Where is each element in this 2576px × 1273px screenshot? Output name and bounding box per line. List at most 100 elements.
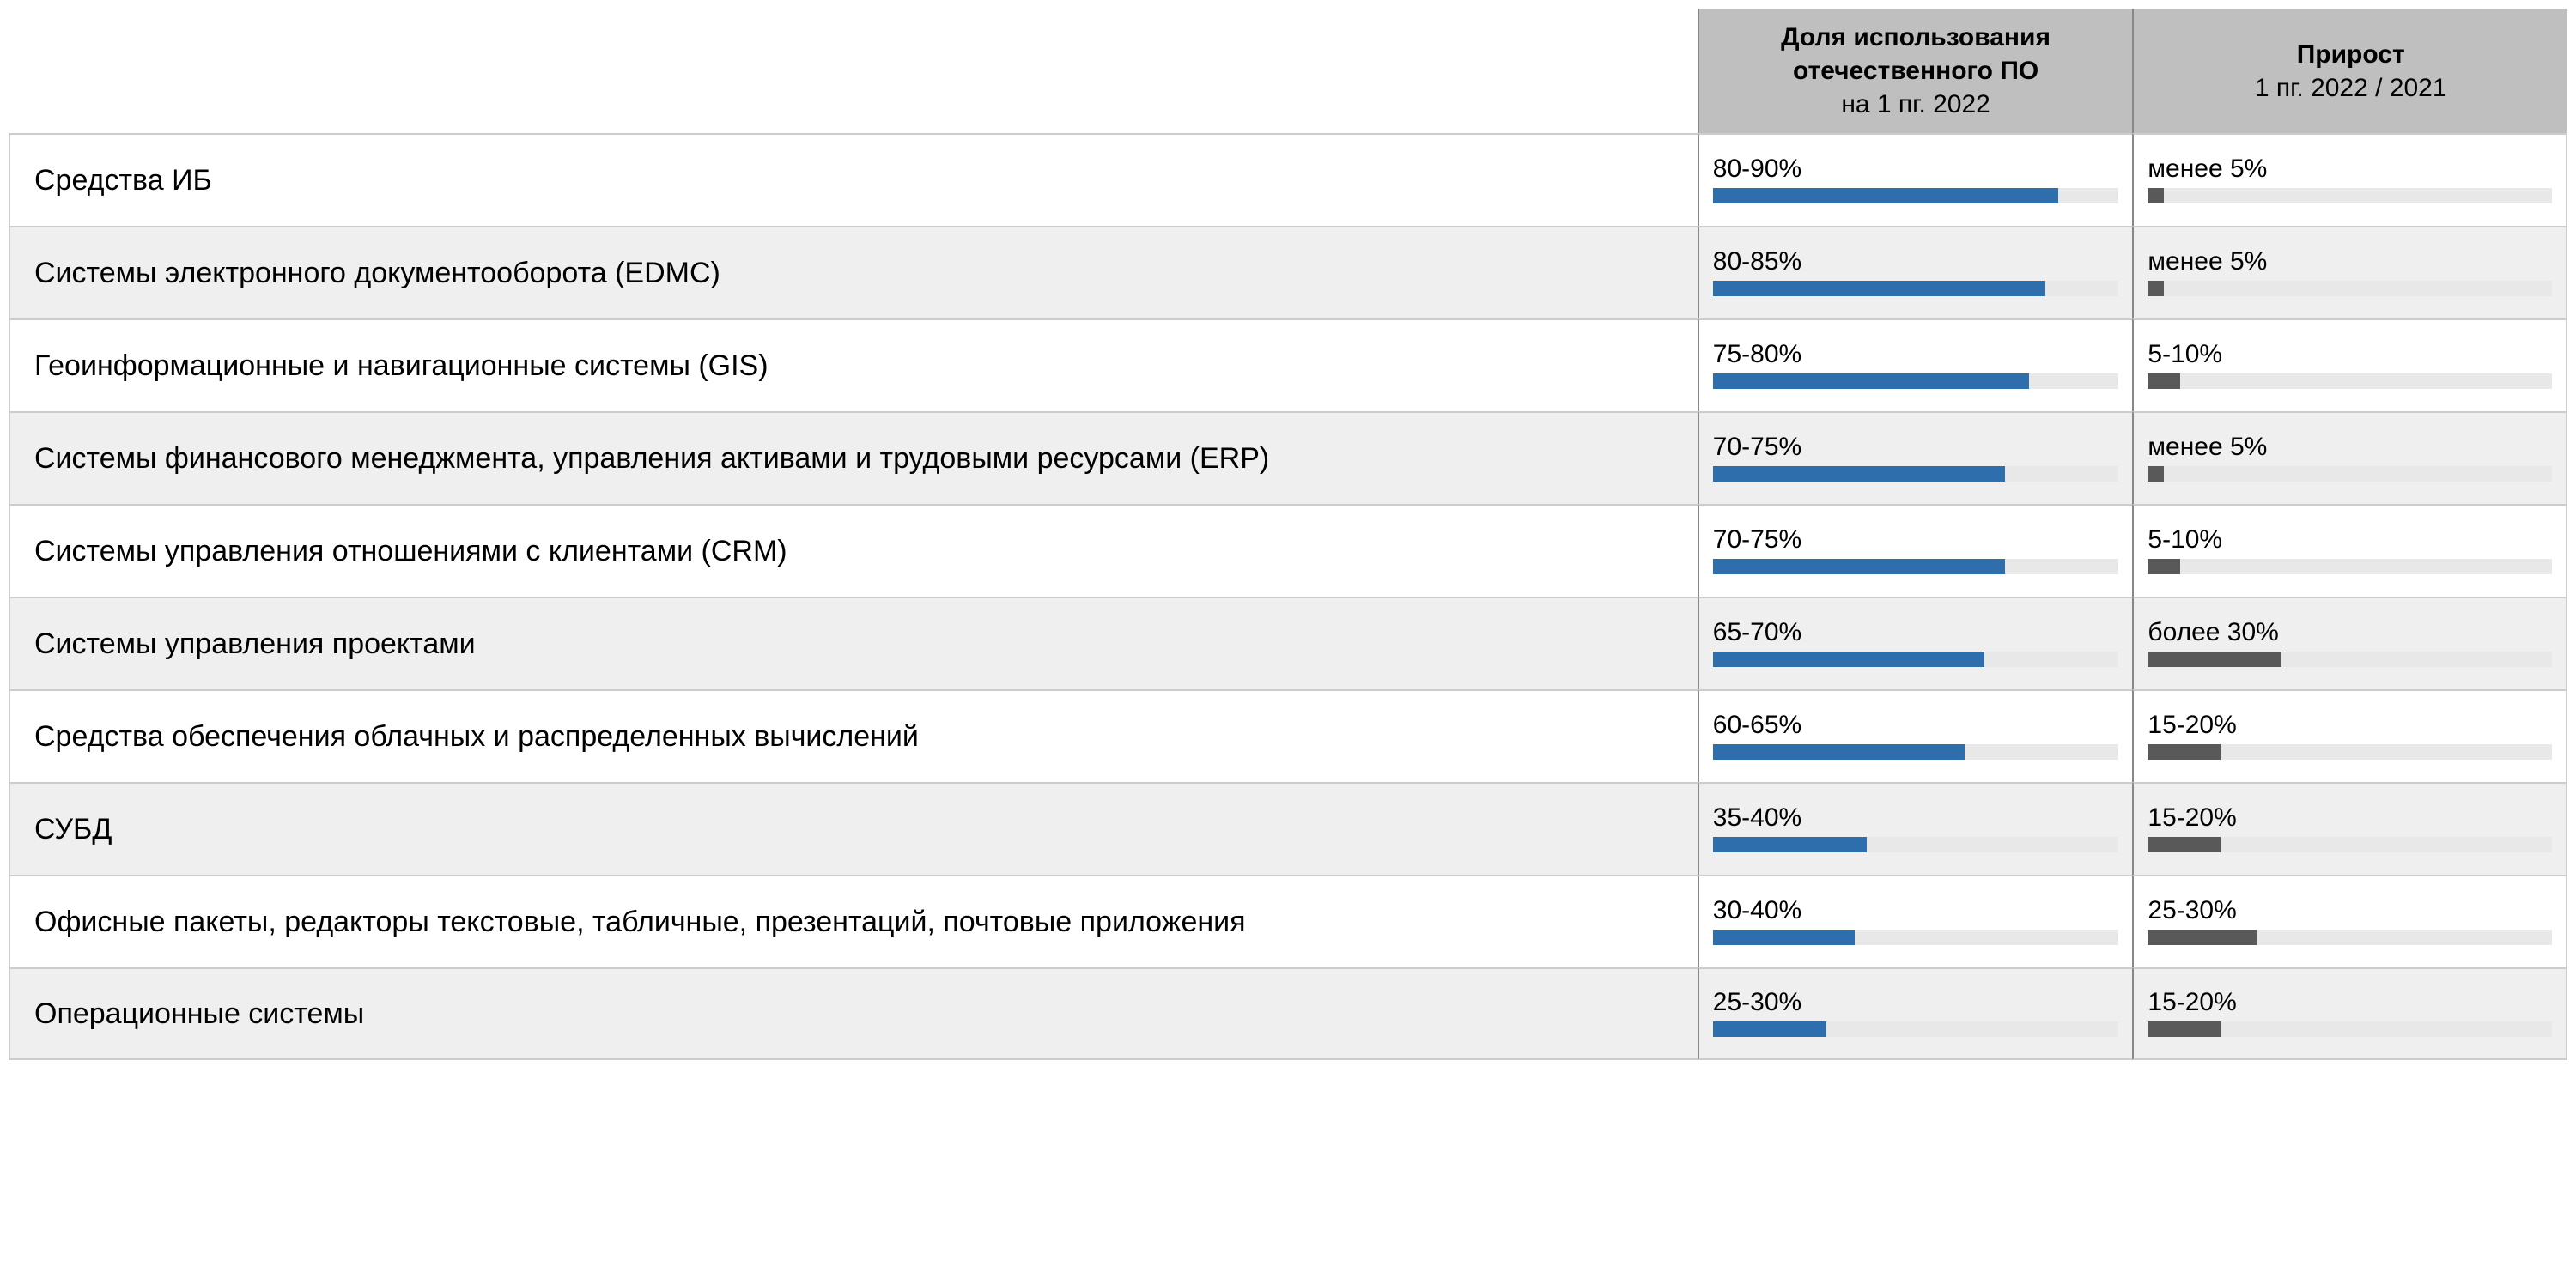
- share-bar-track: [1713, 1021, 2119, 1037]
- share-value-label: 35-40%: [1713, 803, 2119, 832]
- growth-cell: менее 5%: [2132, 226, 2567, 318]
- growth-bar-track: [2148, 930, 2552, 945]
- growth-value-label: 15-20%: [2148, 711, 2552, 739]
- share-bar-track: [1713, 188, 2119, 203]
- growth-bar-fill: [2148, 188, 2164, 203]
- share-value-label: 65-70%: [1713, 618, 2119, 646]
- table-body: Средства ИБ 80-90% менее 5% Системы электро…: [9, 133, 2567, 1060]
- growth-bar-track: [2148, 281, 2552, 296]
- share-bar-track: [1713, 930, 2119, 945]
- table-row: Операционные системы 25-30% 15-20%: [9, 967, 2567, 1060]
- header-growth-line1: Прирост: [2142, 38, 2559, 71]
- header-share: Доля использования отечественного ПО на …: [1698, 9, 2133, 133]
- row-label: Геоинформационные и навигационные систем…: [9, 318, 1698, 411]
- growth-cell: 5-10%: [2132, 504, 2567, 597]
- growth-bar-track: [2148, 373, 2552, 389]
- growth-bar-fill: [2148, 930, 2257, 945]
- header-growth: Прирост 1 пг. 2022 / 2021: [2132, 9, 2567, 133]
- header-spacer: [9, 9, 1698, 133]
- growth-bar-fill: [2148, 744, 2221, 760]
- share-bar-fill: [1713, 652, 1985, 667]
- growth-bar-track: [2148, 559, 2552, 574]
- share-cell: 70-75%: [1698, 504, 2133, 597]
- share-bar-fill: [1713, 281, 2046, 296]
- share-cell: 25-30%: [1698, 967, 2133, 1060]
- share-bar-track: [1713, 373, 2119, 389]
- growth-value-label: 5-10%: [2148, 340, 2552, 368]
- row-label: Средства обеспечения облачных и распреде…: [9, 689, 1698, 782]
- header-share-line1: Доля использования: [1708, 21, 2124, 54]
- row-label: Операционные системы: [9, 967, 1698, 1060]
- table-row: Системы управления отношениями с клиента…: [9, 504, 2567, 597]
- growth-cell: более 30%: [2132, 597, 2567, 689]
- growth-bar-fill: [2148, 466, 2164, 482]
- row-label: Системы управления отношениями с клиента…: [9, 504, 1698, 597]
- share-bar-fill: [1713, 188, 2058, 203]
- growth-bar-track: [2148, 188, 2552, 203]
- growth-cell: менее 5%: [2132, 411, 2567, 504]
- share-cell: 80-90%: [1698, 133, 2133, 226]
- growth-bar-track: [2148, 1021, 2552, 1037]
- share-bar-track: [1713, 837, 2119, 852]
- share-value-label: 30-40%: [1713, 896, 2119, 924]
- share-cell: 65-70%: [1698, 597, 2133, 689]
- share-cell: 75-80%: [1698, 318, 2133, 411]
- share-bar-track: [1713, 652, 2119, 667]
- growth-cell: 25-30%: [2132, 875, 2567, 967]
- growth-bar-track: [2148, 837, 2552, 852]
- share-value-label: 60-65%: [1713, 711, 2119, 739]
- row-label: Офисные пакеты, редакторы текстовые, таб…: [9, 875, 1698, 967]
- share-cell: 80-85%: [1698, 226, 2133, 318]
- share-cell: 35-40%: [1698, 782, 2133, 875]
- growth-bar-fill: [2148, 652, 2281, 667]
- header-share-line2: отечественного ПО: [1708, 54, 2124, 88]
- header-share-sub: на 1 пг. 2022: [1708, 88, 2124, 121]
- growth-value-label: 25-30%: [2148, 896, 2552, 924]
- growth-bar-track: [2148, 652, 2552, 667]
- share-bar-fill: [1713, 373, 2030, 389]
- growth-value-label: менее 5%: [2148, 433, 2552, 461]
- share-cell: 30-40%: [1698, 875, 2133, 967]
- growth-value-label: более 30%: [2148, 618, 2552, 646]
- growth-bar-track: [2148, 744, 2552, 760]
- software-usage-table: Доля использования отечественного ПО на …: [9, 9, 2567, 1060]
- growth-value-label: менее 5%: [2148, 155, 2552, 183]
- table-row: Системы электронного документооборота (E…: [9, 226, 2567, 318]
- growth-cell: менее 5%: [2132, 133, 2567, 226]
- row-label: Системы финансового менеджмента, управле…: [9, 411, 1698, 504]
- growth-bar-fill: [2148, 559, 2180, 574]
- share-bar-track: [1713, 466, 2119, 482]
- row-label: Системы электронного документооборота (E…: [9, 226, 1698, 318]
- row-label: Системы управления проектами: [9, 597, 1698, 689]
- share-bar-fill: [1713, 837, 1868, 852]
- share-bar-fill: [1713, 930, 1855, 945]
- share-value-label: 70-75%: [1713, 433, 2119, 461]
- growth-value-label: менее 5%: [2148, 247, 2552, 276]
- table-row: Системы финансового менеджмента, управле…: [9, 411, 2567, 504]
- row-label: Средства ИБ: [9, 133, 1698, 226]
- share-bar-track: [1713, 744, 2119, 760]
- growth-bar-fill: [2148, 373, 2180, 389]
- table-header-row: Доля использования отечественного ПО на …: [9, 9, 2567, 133]
- growth-bar-fill: [2148, 837, 2221, 852]
- share-value-label: 25-30%: [1713, 988, 2119, 1016]
- table-row: Системы управления проектами 65-70% более …: [9, 597, 2567, 689]
- share-bar-fill: [1713, 744, 1965, 760]
- growth-cell: 15-20%: [2132, 782, 2567, 875]
- table-row: Офисные пакеты, редакторы текстовые, таб…: [9, 875, 2567, 967]
- growth-value-label: 15-20%: [2148, 803, 2552, 832]
- growth-bar-track: [2148, 466, 2552, 482]
- table-row: Средства обеспечения облачных и распреде…: [9, 689, 2567, 782]
- table-row: Средства ИБ 80-90% менее 5%: [9, 133, 2567, 226]
- growth-value-label: 15-20%: [2148, 988, 2552, 1016]
- growth-cell: 15-20%: [2132, 689, 2567, 782]
- table-row: СУБД 35-40% 15-20%: [9, 782, 2567, 875]
- share-value-label: 80-90%: [1713, 155, 2119, 183]
- share-bar-fill: [1713, 559, 2005, 574]
- share-bar-track: [1713, 281, 2119, 296]
- growth-bar-fill: [2148, 1021, 2221, 1037]
- share-value-label: 70-75%: [1713, 525, 2119, 554]
- row-label: СУБД: [9, 782, 1698, 875]
- share-cell: 60-65%: [1698, 689, 2133, 782]
- share-bar-fill: [1713, 1021, 1826, 1037]
